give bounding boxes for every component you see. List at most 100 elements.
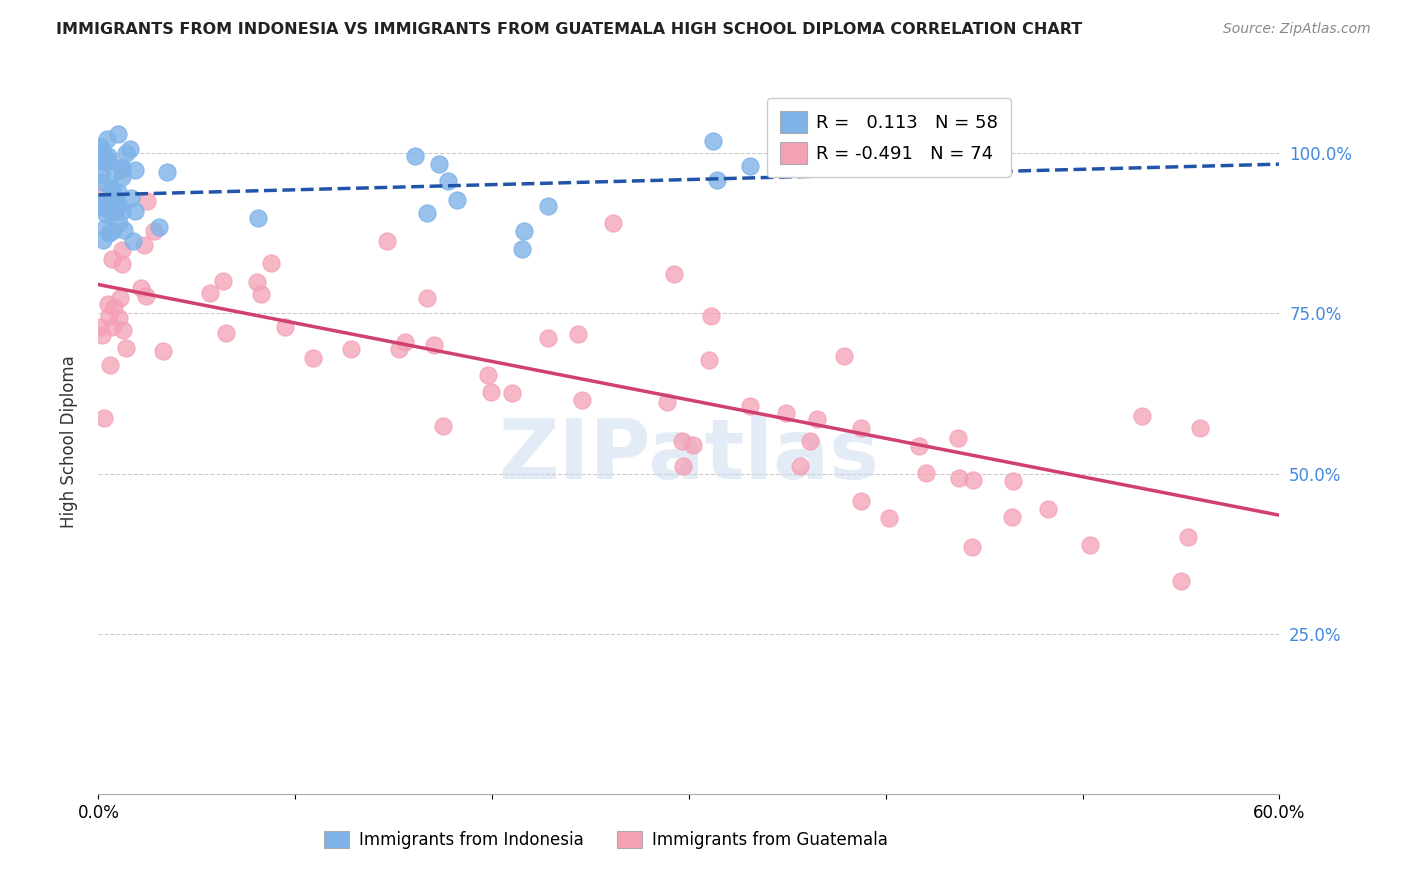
- Point: [214, 326, 236, 340]
- Point: [429, 157, 451, 171]
- Point: [108, 291, 131, 305]
- Point: [98, 227, 121, 241]
- Point: [700, 309, 723, 323]
- Point: [90, 168, 112, 182]
- Point: [960, 540, 983, 554]
- Point: [111, 162, 134, 177]
- Point: [851, 493, 873, 508]
- Point: [437, 173, 460, 187]
- Point: [416, 206, 439, 220]
- Point: [101, 182, 124, 196]
- Point: [1001, 510, 1024, 524]
- Point: [662, 267, 685, 281]
- Point: [394, 335, 416, 350]
- Point: [110, 204, 132, 219]
- Point: [94, 207, 117, 221]
- Point: [93, 200, 115, 214]
- Point: [124, 203, 146, 218]
- Point: [97, 309, 120, 323]
- Point: [105, 202, 128, 217]
- Point: [107, 197, 129, 211]
- Point: [156, 164, 179, 178]
- Point: [148, 220, 170, 235]
- Point: [537, 331, 560, 345]
- Point: [97, 202, 120, 217]
- Point: [246, 275, 269, 289]
- Point: [536, 198, 558, 212]
- Point: [98, 201, 121, 215]
- Point: [571, 393, 593, 408]
- Point: [135, 194, 157, 208]
- Point: [697, 352, 720, 367]
- Point: [111, 244, 134, 258]
- Text: IMMIGRANTS FROM INDONESIA VS IMMIGRANTS FROM GUATEMALA HIGH SCHOOL DIPLOMA CORRE: IMMIGRANTS FROM INDONESIA VS IMMIGRANTS …: [56, 22, 1083, 37]
- Point: [789, 458, 811, 473]
- Point: [1130, 409, 1153, 423]
- Point: [877, 510, 900, 524]
- Point: [948, 471, 970, 485]
- Point: [962, 474, 984, 488]
- Point: [132, 237, 155, 252]
- Point: [94, 153, 117, 168]
- Point: [111, 161, 134, 175]
- Point: [1188, 421, 1211, 435]
- Legend: Immigrants from Indonesia, Immigrants from Guatemala: Immigrants from Indonesia, Immigrants fr…: [318, 824, 894, 856]
- Point: [103, 205, 125, 219]
- Point: [375, 235, 398, 249]
- Point: [100, 320, 122, 334]
- Point: [90, 194, 112, 209]
- Point: [98, 153, 121, 168]
- Point: [946, 432, 969, 446]
- Point: [510, 243, 533, 257]
- Point: [120, 191, 142, 205]
- Point: [1177, 530, 1199, 544]
- Point: [671, 434, 693, 449]
- Point: [103, 300, 125, 314]
- Point: [97, 149, 120, 163]
- Point: [915, 466, 938, 480]
- Point: [849, 420, 872, 434]
- Point: [107, 198, 129, 212]
- Point: [740, 159, 762, 173]
- Point: [94, 221, 117, 235]
- Point: [101, 193, 124, 207]
- Point: [775, 406, 797, 420]
- Point: [152, 344, 174, 359]
- Point: [1036, 502, 1059, 516]
- Point: [479, 384, 502, 399]
- Point: [110, 170, 132, 185]
- Point: [93, 155, 115, 169]
- Point: [104, 165, 127, 179]
- Point: [122, 234, 145, 248]
- Point: [806, 412, 828, 426]
- Point: [107, 127, 129, 141]
- Point: [274, 319, 297, 334]
- Point: [682, 438, 704, 452]
- Point: [93, 145, 115, 159]
- Point: [302, 351, 325, 366]
- Point: [114, 341, 136, 355]
- Point: [108, 311, 131, 326]
- Text: Source: ZipAtlas.com: Source: ZipAtlas.com: [1223, 22, 1371, 37]
- Point: [124, 163, 146, 178]
- Point: [89, 196, 111, 211]
- Point: [98, 358, 121, 372]
- Point: [702, 134, 724, 148]
- Point: [799, 434, 821, 448]
- Point: [246, 211, 269, 225]
- Point: [657, 394, 679, 409]
- Point: [1078, 538, 1101, 552]
- Point: [908, 439, 931, 453]
- Point: [250, 287, 273, 301]
- Point: [422, 338, 444, 352]
- Point: [90, 187, 112, 202]
- Point: [91, 327, 114, 342]
- Point: [90, 175, 112, 189]
- Text: ZIPatlas: ZIPatlas: [499, 415, 879, 496]
- Point: [115, 146, 138, 161]
- Point: [91, 233, 114, 247]
- Point: [107, 185, 129, 199]
- Point: [1002, 475, 1025, 489]
- Y-axis label: High School Diploma: High School Diploma: [59, 355, 77, 528]
- Point: [112, 223, 135, 237]
